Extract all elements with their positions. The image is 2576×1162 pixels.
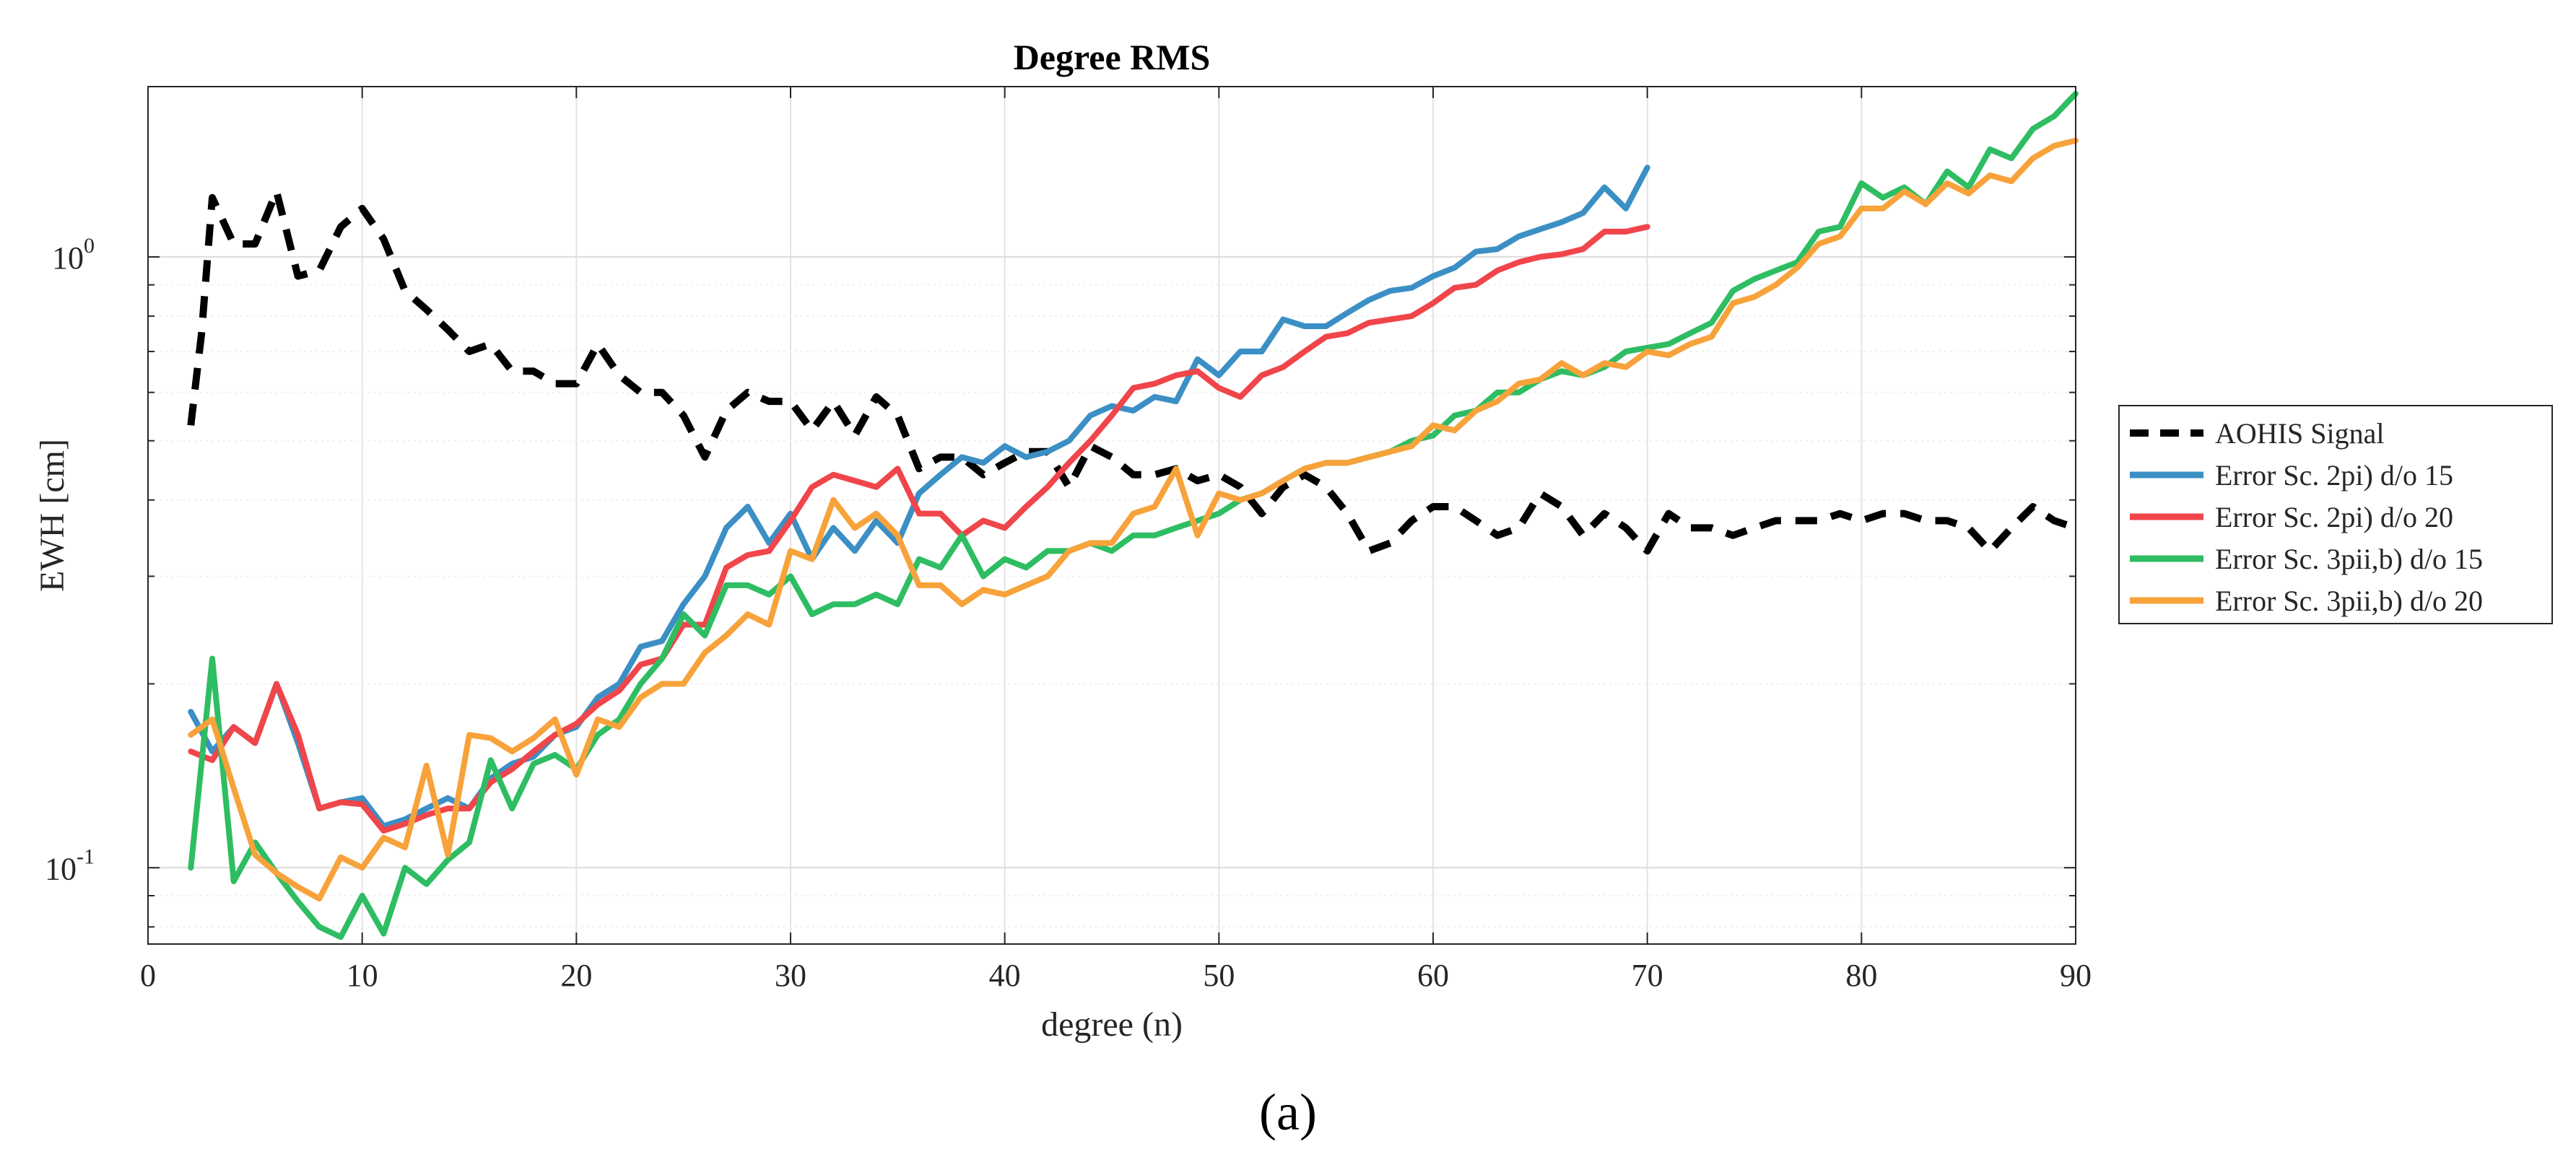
x-tick-label: 20 <box>560 958 592 993</box>
series-line-2 <box>188 224 1650 834</box>
series-line-3 <box>188 90 2079 940</box>
x-tick-label: 90 <box>2060 958 2092 993</box>
x-tick-label: 10 <box>347 958 378 993</box>
plot-frame <box>147 86 2076 945</box>
x-tick-label: 70 <box>1632 958 1663 993</box>
x-axis-label: degree (n) <box>1041 1005 1183 1044</box>
chart-title: Degree RMS <box>1014 37 1211 77</box>
legend-label-3: Error Sc. 3pii,b) d/o 15 <box>2215 543 2483 575</box>
series-line-4 <box>188 137 2079 902</box>
legend-label-2: Error Sc. 2pi) d/o 20 <box>2215 501 2453 533</box>
legend-label-0: AOHIS Signal <box>2215 417 2384 450</box>
figure-caption: (a) <box>1259 1083 1317 1141</box>
y-tick-label: 100 <box>52 234 95 276</box>
plot-area <box>148 87 2076 944</box>
legend-label-1: Error Sc. 2pi) d/o 15 <box>2215 459 2453 492</box>
x-tick-label: 30 <box>775 958 806 993</box>
legend-entries: AOHIS Signal Error Sc. 2pi) d/o 15 Error S… <box>2130 417 2483 617</box>
series-lines <box>187 90 2079 940</box>
legend: AOHIS Signal Error Sc. 2pi) d/o 15 Error S… <box>2118 405 2553 624</box>
x-tick-label: 50 <box>1203 958 1235 993</box>
y-tick-label: 10-1 <box>45 844 95 886</box>
legend-label-4: Error Sc. 3pii,b) d/o 20 <box>2215 585 2483 617</box>
x-tick-label: 0 <box>140 958 156 993</box>
x-tick-label: 80 <box>1845 958 1877 993</box>
x-tick-label: 40 <box>989 958 1021 993</box>
axis-ticks: 0 10 20 30 40 50 60 70 80 90 10-1 100 <box>45 87 2092 993</box>
x-tick-label: 60 <box>1417 958 1449 993</box>
y-axis-label: EWH [cm] <box>33 439 71 592</box>
